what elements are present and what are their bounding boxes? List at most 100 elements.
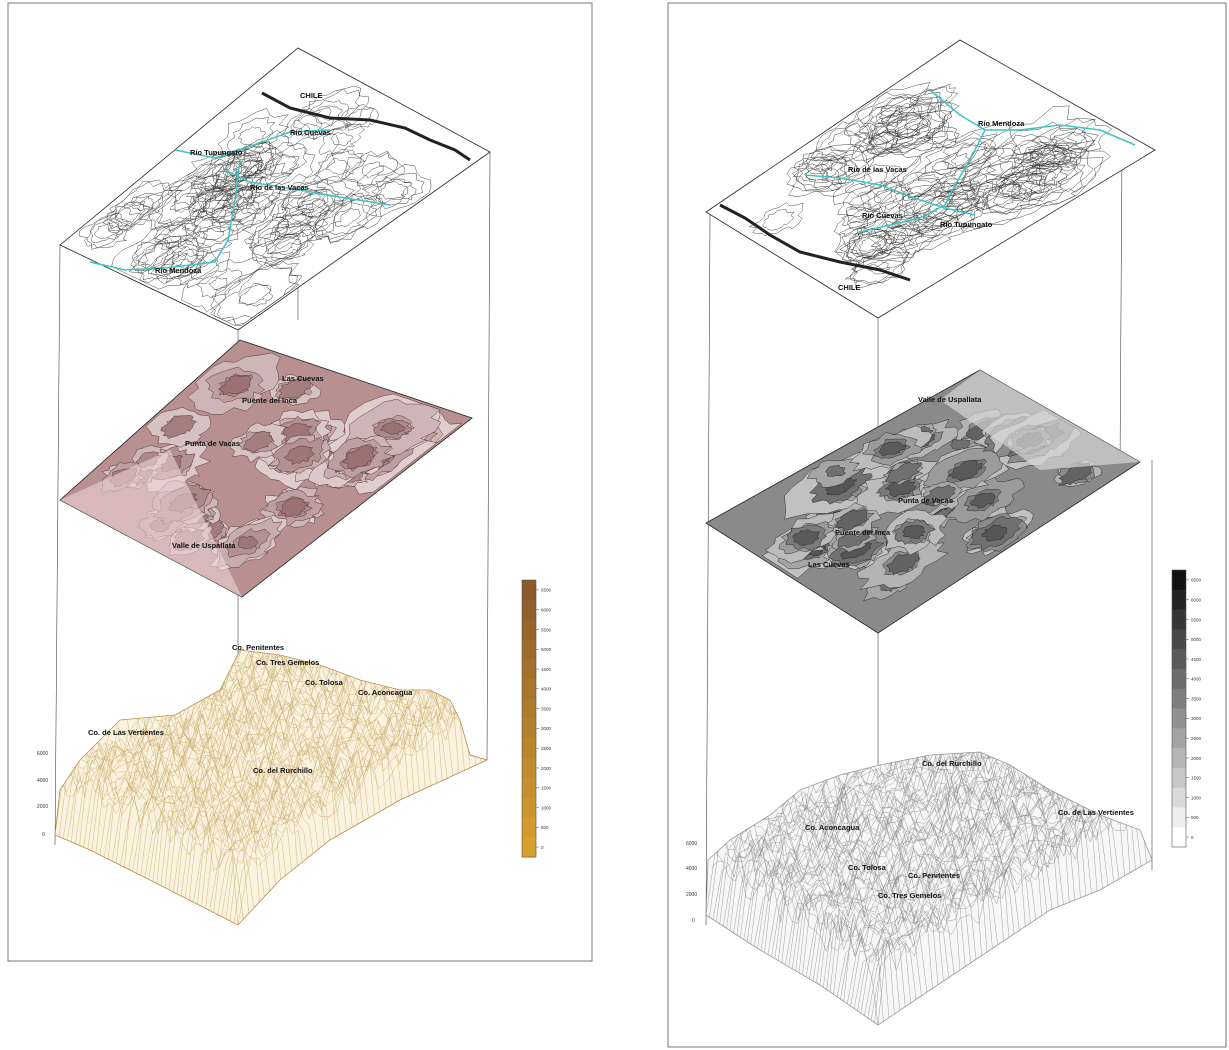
left-surface: Co. Penitentes Co. Tres Gemelos Co. Tolo… <box>37 643 489 926</box>
mesh-line <box>829 757 1104 995</box>
contour-line <box>94 221 120 239</box>
peak-label: Co. Tolosa <box>848 863 887 872</box>
z-tick-label: 2000 <box>686 892 697 898</box>
colorbar-swatch <box>522 698 536 719</box>
contour-line <box>246 142 316 185</box>
contour-line <box>895 186 956 224</box>
mesh-line <box>259 650 443 790</box>
colorbar-tick-label: 6000 <box>1191 597 1202 602</box>
mesh-line <box>755 834 928 996</box>
contour-line <box>208 277 228 291</box>
contour-line <box>148 174 223 232</box>
colorbar-tick-label: 2000 <box>541 766 552 771</box>
contour-line <box>297 88 361 137</box>
mesh-line <box>805 752 1080 979</box>
contour-line <box>278 378 311 399</box>
colorbar-tick-label: 5500 <box>541 627 552 632</box>
river-label: Río Tupungato <box>940 220 993 229</box>
colorbar-tick-label: 2500 <box>1191 736 1202 741</box>
colorbar-tick-label: 0 <box>541 845 544 850</box>
contour-line <box>1020 136 1083 175</box>
contour-line <box>281 498 309 518</box>
contour-line <box>238 283 273 307</box>
contour-line <box>317 105 343 121</box>
colorbar-swatch <box>522 777 536 799</box>
contour-line <box>786 151 848 197</box>
contour-line <box>972 163 1004 185</box>
mesh-line <box>897 752 1070 910</box>
mesh-line <box>121 730 305 882</box>
left-panel-frame <box>7 2 593 962</box>
river-label: Río Mendoza <box>978 119 1025 128</box>
colorbar-tick-label: 0 <box>1191 835 1194 840</box>
contour-line <box>851 118 919 163</box>
contour-line <box>802 153 839 175</box>
mesh-line <box>749 808 923 999</box>
right-top-contours <box>748 82 1113 288</box>
contour-line <box>866 181 910 210</box>
contour-line <box>341 150 405 191</box>
contour-line <box>190 163 234 197</box>
mesh-line <box>722 827 895 1016</box>
mesh-line <box>220 657 405 816</box>
contour-line <box>325 158 350 175</box>
contour-line <box>883 210 938 244</box>
mesh-line <box>771 752 1046 957</box>
contour-line <box>295 189 329 213</box>
mesh-line <box>831 767 1005 950</box>
z-tick-label: 0 <box>692 918 695 924</box>
mesh-line <box>766 809 939 989</box>
contour-line <box>315 198 371 235</box>
contour-line <box>211 204 239 224</box>
country-label: CHILE <box>300 91 323 100</box>
contour-line <box>906 123 932 140</box>
right-panel: CHILE Río Mendoza Río de las Vacas Río C… <box>686 39 1202 1026</box>
mesh-line <box>819 753 1094 988</box>
colorbar-tick-label: 5000 <box>1191 637 1202 642</box>
contour-line <box>948 189 978 207</box>
contour-line <box>803 150 870 191</box>
mesh-line <box>193 669 377 834</box>
river-label: Río de las Vacas <box>250 183 309 192</box>
contour-line <box>951 163 1053 229</box>
mesh-line <box>159 687 344 856</box>
mesh-line <box>857 772 1132 1012</box>
mesh-line <box>176 676 360 845</box>
mesh-line <box>99 742 283 896</box>
contour-line <box>156 183 215 224</box>
river-line <box>224 169 391 206</box>
mesh-line <box>154 696 338 860</box>
mesh-line <box>864 752 1038 930</box>
contour-line <box>999 172 1042 200</box>
colorbar-swatch <box>1172 629 1186 650</box>
contour-line <box>217 184 259 213</box>
contour-line <box>301 198 328 218</box>
contour-line <box>827 130 862 152</box>
contour-line <box>175 156 252 206</box>
contour-line <box>880 111 949 156</box>
mesh-line <box>711 852 884 1022</box>
colorbar-swatch <box>522 758 536 779</box>
contour-line <box>378 181 408 200</box>
contour-line <box>748 202 804 236</box>
contour-line <box>169 192 201 213</box>
contour-line <box>871 102 934 146</box>
contour-line <box>124 193 163 216</box>
contour-line <box>338 104 379 131</box>
mesh-line <box>826 768 999 953</box>
mesh-line <box>172 665 423 894</box>
contour-line <box>241 191 344 259</box>
mesh-line <box>820 770 994 956</box>
contour-line <box>152 180 215 227</box>
colorbar-tick-label: 1500 <box>541 786 552 791</box>
contour-line <box>1030 144 1073 170</box>
contour-line <box>843 230 888 259</box>
mesh-line <box>864 784 1139 1017</box>
mesh-line <box>777 794 950 983</box>
contour-line <box>941 137 998 172</box>
mesh-line <box>243 650 427 801</box>
contour-line <box>1051 131 1088 152</box>
contour-line <box>1014 154 1078 195</box>
contour-line <box>833 208 881 238</box>
left-top-contours <box>78 85 432 326</box>
